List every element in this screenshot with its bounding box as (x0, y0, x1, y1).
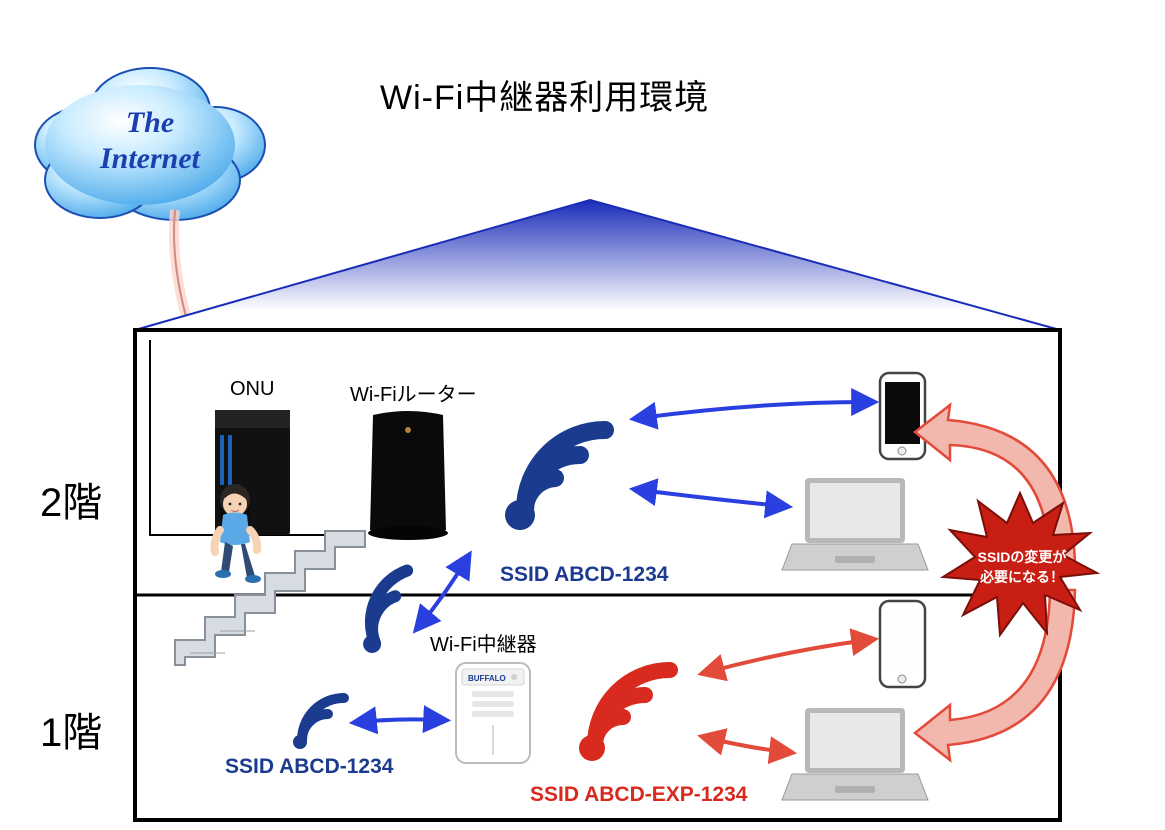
burst-line-1: SSIDの変更が (972, 548, 1072, 568)
ssid-repeater-uplink-label: SSID ABCD-1234 (225, 755, 393, 779)
burst-line-2: 必要になる！ (972, 568, 1072, 588)
ssid-router-label: SSID ABCD-1234 (500, 563, 668, 587)
diagram-canvas: Wi-Fi中継器利用環境 The Internet (0, 0, 1165, 830)
ssid-repeater-label: SSID ABCD-EXP-1234 (530, 783, 747, 807)
roaming-arrows-icon (0, 0, 1165, 830)
burst-text: SSIDの変更が 必要になる！ (972, 548, 1072, 587)
